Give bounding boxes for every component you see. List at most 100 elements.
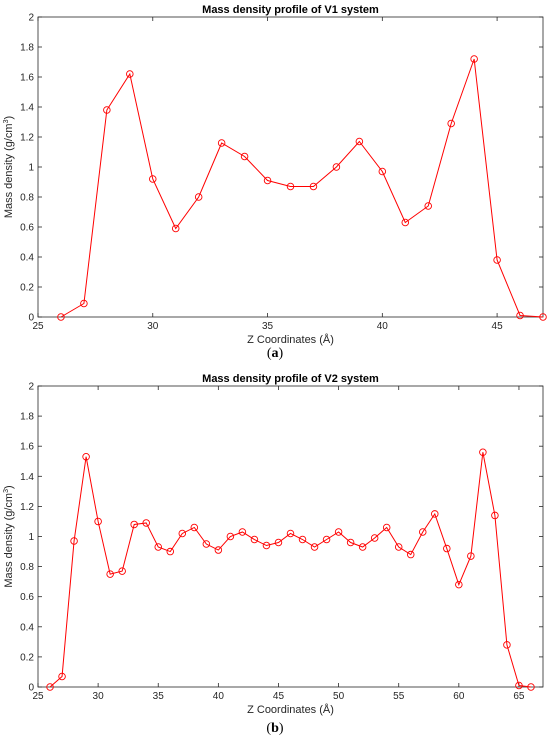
data-point-marker xyxy=(424,202,432,210)
y-tick-label: 0 xyxy=(28,683,34,694)
data-point-marker xyxy=(240,152,249,161)
y-tick-label: 0.2 xyxy=(20,283,34,294)
x-tick-label: 35 xyxy=(153,691,165,702)
data-point-marker xyxy=(527,683,535,691)
data-point-marker xyxy=(539,313,547,321)
y-axis-label-main: Mass density (g/cm xyxy=(3,493,15,588)
data-point-marker xyxy=(515,681,523,690)
chart-title: Mass density profile of V1 system xyxy=(202,4,379,16)
y-tick-label: 0.8 xyxy=(20,193,34,204)
y-axis-label-end: ) xyxy=(3,116,15,120)
x-tick-label: 65 xyxy=(513,691,525,702)
y-tick-label: 1.2 xyxy=(20,502,34,513)
data-point-marker xyxy=(346,538,355,547)
data-point-marker xyxy=(355,137,364,146)
data-point-marker xyxy=(142,519,150,527)
data-point-marker xyxy=(401,218,410,227)
data-point-marker xyxy=(118,567,126,575)
y-axis-label: Mass density (g/cm3) xyxy=(3,116,15,218)
chart-panel-a: Mass density profile of V1 system 25 30 35 4… xyxy=(3,4,547,361)
x-tick-label: 25 xyxy=(32,691,44,702)
chart-panel-b: Mass density profile of V2 system 25 30 35 4… xyxy=(0,372,550,744)
chart-title: Mass density profile of V2 system xyxy=(202,373,379,385)
data-point-marker xyxy=(58,672,66,681)
data-point-marker xyxy=(202,540,211,548)
y-axis-label-superscript: 3 xyxy=(3,119,10,123)
y-tick-label: 1 xyxy=(28,163,34,174)
x-tick-label: 30 xyxy=(147,321,159,332)
y-tick-label: 1 xyxy=(28,532,34,543)
data-point-marker xyxy=(80,299,88,308)
y-tick-label: 0.2 xyxy=(20,652,34,663)
data-point-marker xyxy=(70,537,78,545)
x-axis-label: Z Coordinates (Å) xyxy=(247,703,334,716)
y-tick-label: 1.4 xyxy=(20,103,34,114)
data-point-marker xyxy=(106,570,114,578)
x-tick-label: 40 xyxy=(213,691,225,702)
data-point-marker xyxy=(431,510,439,518)
y-tick-label: 1.4 xyxy=(20,472,34,483)
data-point-marker xyxy=(171,224,180,233)
data-point-marker xyxy=(226,532,235,541)
data-point-marker xyxy=(250,535,259,544)
data-point-marker xyxy=(94,517,102,526)
data-point-marker xyxy=(334,528,343,536)
data-point-marker xyxy=(394,543,403,551)
y-tick-label: 0.4 xyxy=(20,622,34,633)
data-point-marker xyxy=(447,119,455,128)
panel-b-caption-letter: b xyxy=(271,721,279,736)
y-axis-label-end: ) xyxy=(3,485,15,489)
data-point-marker xyxy=(370,534,379,542)
data-point-marker xyxy=(479,448,487,456)
y-tick-label: 1.6 xyxy=(20,442,34,453)
data-point-marker xyxy=(419,528,427,536)
data-point-marker xyxy=(332,163,341,171)
y-tick-label: 0 xyxy=(28,313,34,324)
data-point-marker xyxy=(493,256,501,264)
y-tick-label: 2 xyxy=(28,13,34,24)
data-point-marker xyxy=(382,523,391,532)
data-point-marker xyxy=(194,193,203,201)
x-tick-label: 60 xyxy=(453,691,465,702)
x-tick-label: 50 xyxy=(333,691,345,702)
data-point-marker xyxy=(470,55,478,63)
data-point-marker xyxy=(378,167,387,176)
x-tick-label: 45 xyxy=(273,691,285,702)
data-point-marker xyxy=(190,523,199,532)
data-point-marker xyxy=(57,313,65,321)
y-tick-label: 1.8 xyxy=(20,412,34,423)
panel-a-caption: (a) xyxy=(266,346,284,361)
data-point-marker xyxy=(286,529,295,538)
data-point-marker xyxy=(154,543,162,551)
y-tick-label: 0.6 xyxy=(20,223,34,234)
data-point-marker xyxy=(126,70,134,78)
data-point-marker xyxy=(214,546,223,554)
x-tick-label: 35 xyxy=(262,321,274,332)
data-point-marker xyxy=(516,311,524,320)
data-point-marker xyxy=(82,452,90,461)
x-tick-label: 30 xyxy=(93,691,105,702)
x-tick-label: 55 xyxy=(393,691,405,702)
data-point-marker xyxy=(406,550,415,559)
y-tick-label: 1.6 xyxy=(20,73,34,84)
data-point-marker xyxy=(238,528,247,536)
y-axis-label-superscript: 3 xyxy=(3,489,10,493)
plot-area-frame xyxy=(37,16,544,318)
panel-a-caption-letter: a xyxy=(271,346,279,361)
y-axis-label: Mass density (g/cm3) xyxy=(3,485,15,587)
series-line xyxy=(49,452,532,688)
data-point-marker xyxy=(358,543,367,551)
data-point-marker xyxy=(322,535,331,544)
data-point-marker xyxy=(274,538,283,547)
data-point-marker xyxy=(309,182,318,191)
data-point-marker xyxy=(263,176,272,185)
data-point-marker xyxy=(149,175,157,183)
y-tick-label: 0.6 xyxy=(20,592,34,603)
panel-b-caption: (b) xyxy=(266,721,284,736)
data-point-marker xyxy=(310,543,319,551)
data-point-marker xyxy=(467,552,475,560)
data-point-marker xyxy=(503,641,511,649)
data-point-marker xyxy=(262,541,271,550)
